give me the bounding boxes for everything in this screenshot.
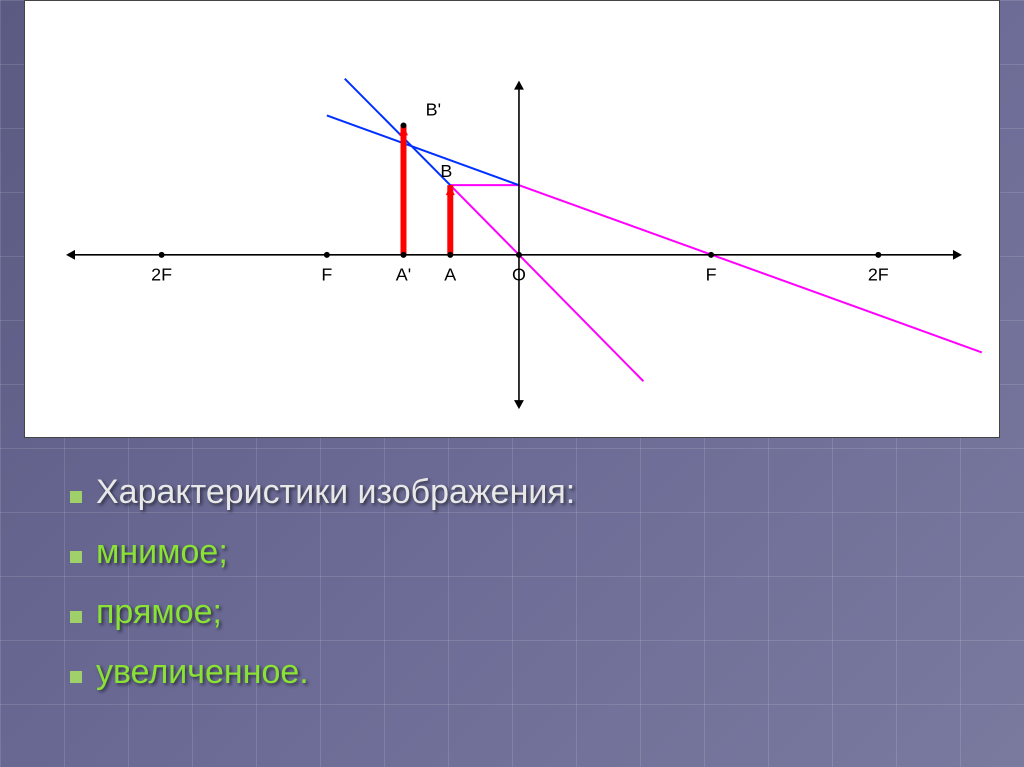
svg-text:O: O: [512, 265, 526, 285]
svg-text:A': A': [396, 265, 411, 285]
svg-text:F: F: [706, 265, 717, 285]
bullet-marker-icon: [70, 491, 82, 503]
svg-text:B: B: [440, 161, 452, 181]
bullet-row-2: прямое;: [70, 590, 984, 636]
svg-text:B': B': [426, 99, 441, 119]
svg-text:2F: 2F: [151, 265, 172, 285]
bullet-row-3: увеличенное.: [70, 650, 984, 696]
diagram-svg: 2F F A' A O F 2F B B': [25, 1, 999, 437]
optics-diagram: 2F F A' A O F 2F B B': [24, 0, 1000, 438]
bullet-marker-icon: [70, 671, 82, 683]
slide: 2F F A' A O F 2F B B' Характеристики изображения…: [0, 0, 1024, 767]
bullet-marker-icon: [70, 551, 82, 563]
svg-text:2F: 2F: [868, 265, 889, 285]
bullet-text-3: увеличенное.: [96, 650, 309, 696]
bullet-text-1: мнимое;: [96, 530, 228, 576]
bullet-marker-icon: [70, 611, 82, 623]
bullet-text-2: прямое;: [96, 590, 222, 636]
bullet-row-0: Характеристики изображения:: [70, 470, 984, 516]
bullet-row-1: мнимое;: [70, 530, 984, 576]
svg-text:F: F: [321, 265, 332, 285]
text-area: Характеристики изображения: мнимое; прям…: [70, 470, 984, 710]
svg-text:A: A: [444, 265, 456, 285]
bullet-text-0: Характеристики изображения:: [96, 470, 575, 516]
